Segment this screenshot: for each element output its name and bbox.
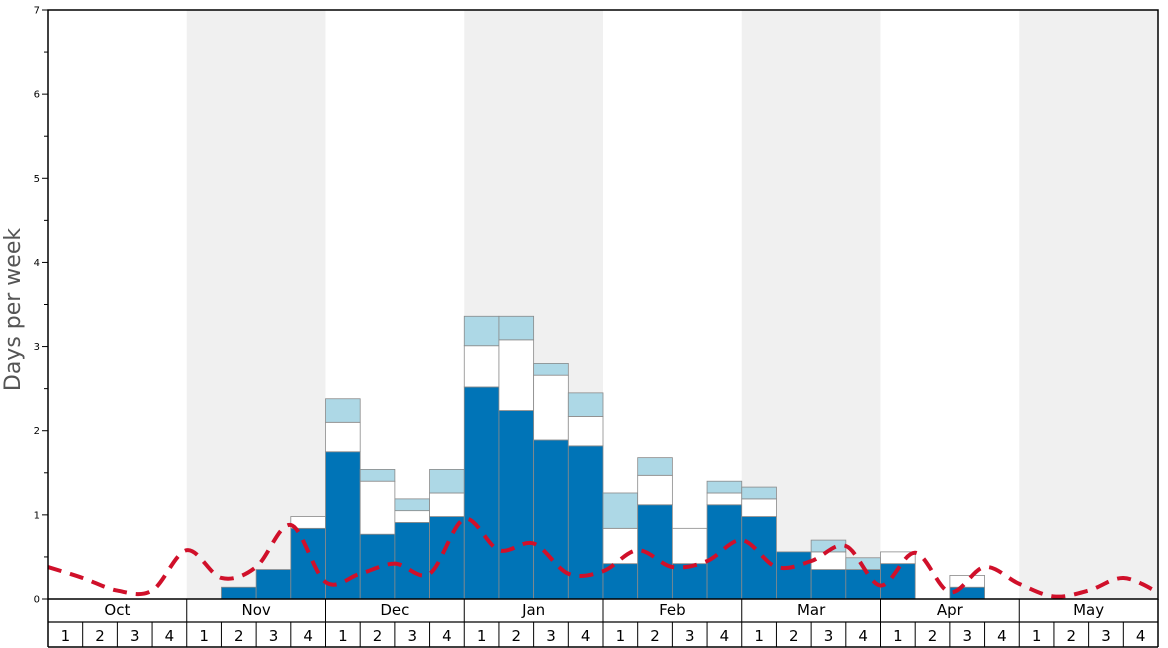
trend-line [47, 517, 1159, 599]
week-label: 2 [373, 627, 383, 645]
week-label: 3 [962, 627, 972, 645]
y-tick-label: 3 [34, 342, 40, 353]
x-axis: Oct 1 2 3 4 Nov 1 2 3 4 Dec 1 2 3 4 Jan 1 2 3 4 Feb 1 2 3 4 Mar 1 2… [47, 599, 1159, 648]
bar-segment [671, 527, 708, 565]
bar-segment [671, 563, 708, 600]
bar-segment [602, 527, 639, 565]
month-label: Jan [521, 601, 545, 619]
week-label: 4 [997, 627, 1007, 645]
week-label: 2 [512, 627, 522, 645]
y-tick-label: 1 [34, 510, 40, 521]
week-label: 3 [685, 627, 695, 645]
month-label: May [1073, 601, 1104, 619]
y-tick-label: 7 [34, 6, 40, 17]
bar-segment [706, 492, 743, 506]
month-label: Apr [937, 601, 964, 619]
week-label: 3 [546, 627, 556, 645]
week-label: 4 [1136, 627, 1146, 645]
week-label: 2 [95, 627, 105, 645]
week-label: 1 [338, 627, 348, 645]
week-label: 2 [789, 627, 799, 645]
week-label: 4 [442, 627, 452, 645]
bar-segment [394, 522, 430, 600]
bar-segment [567, 416, 604, 447]
bar-segment [221, 586, 257, 600]
bar-segment [498, 339, 535, 411]
bar-segment [498, 315, 535, 341]
week-label: 3 [269, 627, 279, 645]
bar-segment [567, 392, 604, 417]
week-label: 3 [1101, 627, 1111, 645]
week-label: 1 [477, 627, 487, 645]
bar-segment [706, 504, 743, 600]
plot-frame [47, 9, 1159, 600]
bar-segment [810, 569, 847, 600]
week-label: 2 [650, 627, 660, 645]
trend-line-path [47, 517, 1159, 599]
bar-segment [429, 469, 465, 494]
week-label: 1 [1032, 627, 1042, 645]
month-label: Nov [241, 601, 270, 619]
month-band [1019, 10, 1158, 599]
y-tick-label: 4 [34, 258, 40, 269]
bar-segment [290, 527, 326, 600]
month-label: Feb [659, 601, 686, 619]
bar-segment [637, 457, 673, 476]
bar-segment [533, 439, 569, 600]
week-label: 2 [1067, 627, 1077, 645]
y-tick-label: 0 [34, 595, 40, 606]
bar-segment [463, 315, 500, 347]
month-bands [186, 10, 1158, 599]
week-label: 2 [234, 627, 244, 645]
bar-segment [463, 345, 500, 388]
bar-segment [741, 498, 777, 517]
bar-segment [429, 492, 465, 517]
week-label: 1 [893, 627, 903, 645]
bar-segment [325, 398, 361, 423]
bar-segment [741, 516, 777, 600]
week-label: 1 [61, 627, 71, 645]
week-label: 4 [581, 627, 591, 645]
bar-segment [949, 575, 985, 588]
week-label: 1 [199, 627, 209, 645]
bar-segment [325, 421, 361, 453]
y-axis: 0 1 2 3 4 5 6 7 [34, 6, 48, 606]
week-label: 4 [165, 627, 175, 645]
month-label: Mar [797, 601, 826, 619]
bar-segment [533, 374, 569, 441]
bar-segment [602, 492, 639, 529]
y-axis-label: Days per week [1, 228, 26, 391]
bar-segment [394, 510, 430, 523]
bar-segment [359, 480, 396, 535]
bar-segment [637, 474, 673, 506]
week-label: 2 [928, 627, 938, 645]
month-label: Dec [380, 601, 409, 619]
week-label: 3 [824, 627, 834, 645]
bar-segment [498, 410, 535, 600]
y-tick-label: 2 [34, 426, 40, 437]
bar-segment [255, 569, 292, 600]
week-label: 1 [754, 627, 764, 645]
bar-segment [776, 551, 812, 600]
month-band [186, 10, 326, 599]
bar-segment [359, 469, 396, 482]
y-tick-label: 6 [34, 90, 40, 101]
bar-segment [463, 386, 500, 600]
bar-segment [394, 498, 430, 512]
bar-segment [429, 516, 465, 600]
bar-segment [741, 486, 777, 500]
bar-segment [533, 362, 569, 376]
week-label: 3 [407, 627, 417, 645]
week-label: 4 [858, 627, 868, 645]
bar-segment [880, 551, 916, 565]
month-label: Oct [104, 601, 130, 619]
week-label: 1 [616, 627, 626, 645]
week-label: 3 [130, 627, 140, 645]
y-tick-label: 5 [34, 174, 40, 185]
week-label: 4 [303, 627, 313, 645]
bar-segment [706, 480, 743, 494]
week-label: 4 [720, 627, 730, 645]
